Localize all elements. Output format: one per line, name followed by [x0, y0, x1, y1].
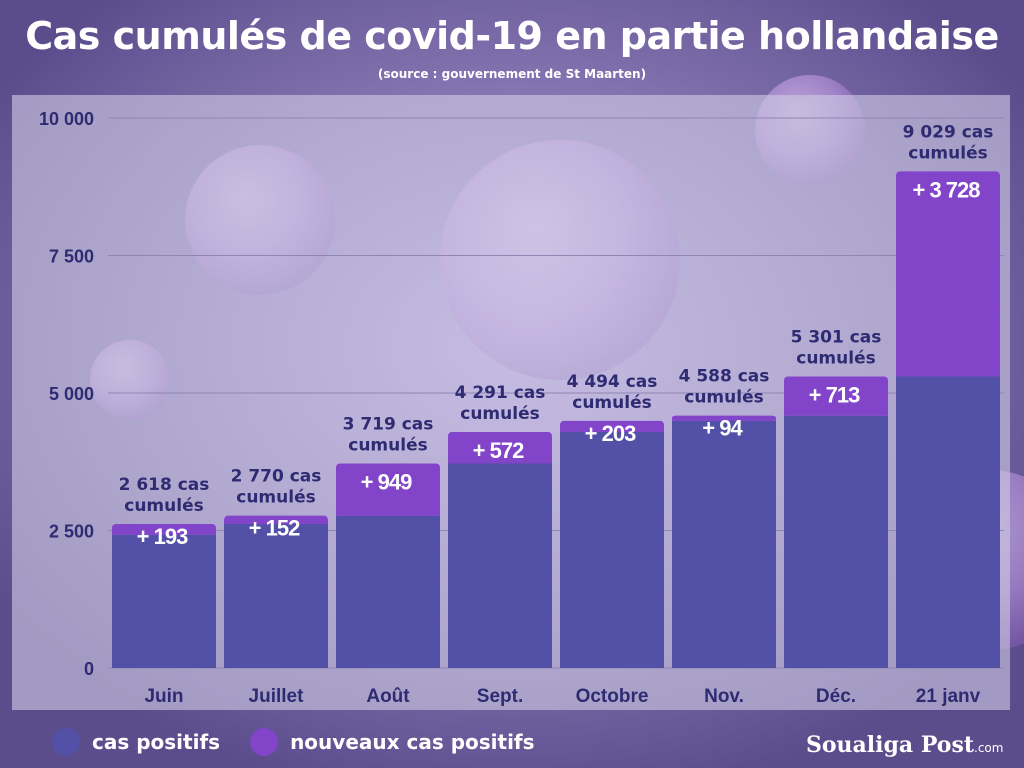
total-label-line2: cumulés [236, 488, 315, 508]
chart-title: Cas cumulés de covid-19 en partie hollan… [25, 14, 999, 58]
x-tick-label: Octobre [576, 686, 649, 707]
legend: cas positifs nouveaux cas positifs [52, 728, 565, 756]
y-tick-label: 5 000 [49, 384, 94, 404]
legend-item-nouveaux-cas: nouveaux cas positifs [250, 728, 535, 756]
increment-label: + 572 [473, 438, 524, 463]
legend-swatch-nouveaux-cas [250, 728, 279, 756]
chart-subtitle: (source : gouvernement de St Maarten) [377, 67, 647, 81]
x-tick-label: 21 janv [916, 686, 981, 707]
bar-cas-positifs [784, 415, 888, 668]
bar-cas-positifs [672, 420, 776, 668]
increment-label: + 152 [249, 516, 300, 541]
bar-nouveaux-cas [896, 171, 1000, 377]
bar-nouveaux-cas [784, 376, 888, 416]
bar-nouveaux-cas-square [672, 416, 776, 421]
increment-label: + 193 [137, 524, 188, 549]
bar-nouveaux-cas-square [896, 372, 1000, 377]
total-label-line2: cumulés [684, 388, 763, 408]
bar-cas-positifs [336, 515, 440, 668]
legend-swatch-cas-positifs [52, 728, 80, 756]
total-label-line1: 9 029 cas [903, 122, 994, 142]
increment-label: + 94 [702, 416, 743, 441]
total-label-line1: 4 291 cas [455, 383, 546, 403]
increment-label: + 949 [361, 469, 412, 494]
total-label-line2: cumulés [348, 435, 427, 455]
x-tick-label: Sept. [477, 686, 523, 707]
bar-nouveaux-cas [448, 431, 552, 464]
bar-cas-positifs [448, 463, 552, 668]
x-tick-label: Juin [144, 686, 183, 707]
brand-logo: Soualiga Post.com [806, 732, 1003, 758]
legend-label-cas-positifs: cas positifs [92, 730, 221, 754]
total-label-line1: 2 618 cas [119, 475, 210, 495]
total-label-line1: 3 719 cas [343, 414, 434, 434]
bar-cas-positifs [112, 534, 216, 668]
y-tick-label: 0 [84, 659, 94, 679]
bar-nouveaux-cas-square [560, 427, 664, 432]
brand-name: Soualiga Post [806, 732, 974, 758]
total-label-line1: 2 770 cas [231, 467, 322, 487]
bar-cas-positifs [896, 376, 1000, 668]
x-tick-label: Juillet [249, 686, 305, 707]
increment-label: + 3 728 [912, 177, 980, 202]
bar-cas-positifs [224, 524, 328, 668]
total-label-line1: 5 301 cas [791, 327, 882, 347]
y-tick-label: 7 500 [49, 247, 94, 267]
y-tick-label: 2 500 [49, 522, 94, 542]
x-tick-label: Déc. [816, 686, 856, 707]
x-tick-label: Nov. [704, 686, 744, 707]
total-label-line2: cumulés [908, 143, 987, 163]
total-label-line2: cumulés [460, 404, 539, 424]
increment-label: + 203 [585, 421, 636, 446]
y-tick-label: 10 000 [39, 109, 94, 129]
bar-nouveaux-cas-square [448, 459, 552, 464]
bar-nouveaux-cas-square [784, 411, 888, 416]
bar-nouveaux-cas-square [336, 511, 440, 516]
total-label-line2: cumulés [572, 393, 651, 413]
bar-nouveaux-cas-square [112, 530, 216, 535]
bars [112, 171, 1000, 668]
bar-nouveaux-cas [336, 463, 440, 516]
x-tick-label: Août [366, 686, 410, 707]
total-label-line1: 4 494 cas [567, 372, 658, 392]
total-label-line1: 4 588 cas [679, 367, 770, 387]
brand-suffix: .com [974, 741, 1004, 755]
total-label-line2: cumulés [124, 496, 203, 516]
y-axis: 0 2 500 5 000 7 500 10 000 [39, 109, 94, 679]
x-axis: Juin Juillet Août Sept. Octobre Nov. Déc. 21 ja… [144, 686, 980, 707]
legend-label-nouveaux-cas: nouveaux cas positifs [290, 730, 535, 754]
bar-cas-positifs [560, 431, 664, 668]
bar-nouveaux-cas-square [224, 520, 328, 525]
increment-label: + 713 [809, 382, 860, 407]
legend-item-cas-positifs: cas positifs [52, 728, 220, 756]
total-label-line2: cumulés [796, 348, 875, 368]
